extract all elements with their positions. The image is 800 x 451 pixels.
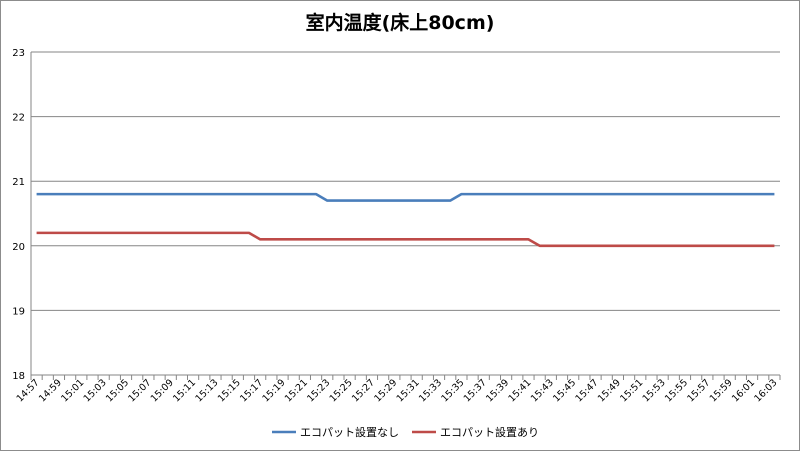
- x-tick-label: 15:43: [529, 377, 556, 404]
- legend-label-1: エコパット設置なし: [300, 425, 399, 439]
- y-tick-label: 18: [12, 371, 25, 382]
- y-tick-label: 22: [12, 113, 25, 124]
- x-tick-label: 15:29: [372, 377, 399, 404]
- x-tick-label: 15:59: [708, 377, 735, 404]
- x-tick-label: 15:55: [663, 377, 690, 404]
- x-tick-label: 15:47: [574, 377, 601, 404]
- x-tick-label: 15:41: [506, 377, 533, 404]
- x-tick-label: 16:01: [730, 377, 757, 404]
- x-tick-label: 15:01: [59, 377, 86, 404]
- x-tick-label: 15:37: [462, 377, 489, 404]
- x-tick-label: 14:59: [37, 377, 64, 404]
- x-tick-label: 15:25: [328, 377, 355, 404]
- legend-label-2: エコパット設置あり: [440, 425, 539, 439]
- x-tick-label: 15:05: [104, 377, 131, 404]
- x-tick-label: 15:17: [238, 377, 265, 404]
- x-tick-label: 15:51: [618, 377, 645, 404]
- x-tick-label: 15:15: [216, 377, 243, 404]
- y-tick-label: 23: [12, 48, 25, 59]
- y-tick-label: 20: [12, 242, 25, 253]
- x-tick-labels: 14:5714:5915:0115:0315:0515:0715:0915:11…: [15, 377, 780, 404]
- y-tick-label: 19: [12, 306, 25, 317]
- series-line-2: [36, 231, 775, 248]
- x-tick-label: 15:53: [641, 377, 668, 404]
- x-tick-label: 15:13: [193, 377, 220, 404]
- x-tick-label: 15:49: [596, 377, 623, 404]
- x-tick-label: 15:57: [685, 377, 712, 404]
- x-tick-label: 15:39: [484, 377, 511, 404]
- x-tick-label: 16:03: [752, 377, 779, 404]
- x-tick-label: 15:11: [171, 377, 198, 404]
- x-tick-label: 15:23: [305, 377, 332, 404]
- x-tick-label: 15:45: [551, 377, 578, 404]
- x-tick-label: 15:27: [350, 377, 377, 404]
- x-tick-label: 15:19: [261, 377, 288, 404]
- y-tick-label: 21: [12, 177, 25, 188]
- x-tick-label: 15:07: [126, 377, 153, 404]
- x-tick-label: 15:35: [439, 377, 466, 404]
- x-tick-label: 15:33: [417, 377, 444, 404]
- x-tick-label: 15:21: [283, 377, 310, 404]
- y-tick-labels: 18 19 20 21 22 23: [12, 48, 25, 382]
- x-tick-label: 15:31: [395, 377, 422, 404]
- axes: [30, 52, 781, 380]
- x-tick-label: 15:09: [149, 377, 176, 404]
- x-tick-label: 15:03: [82, 377, 109, 404]
- chart-title: 室内温度(床上80cm): [305, 12, 495, 34]
- legend: エコパット設置なし エコパット設置あり: [272, 425, 539, 439]
- series-lines: [36, 192, 775, 248]
- gridlines: [31, 51, 780, 311]
- series-line-1: [36, 192, 775, 202]
